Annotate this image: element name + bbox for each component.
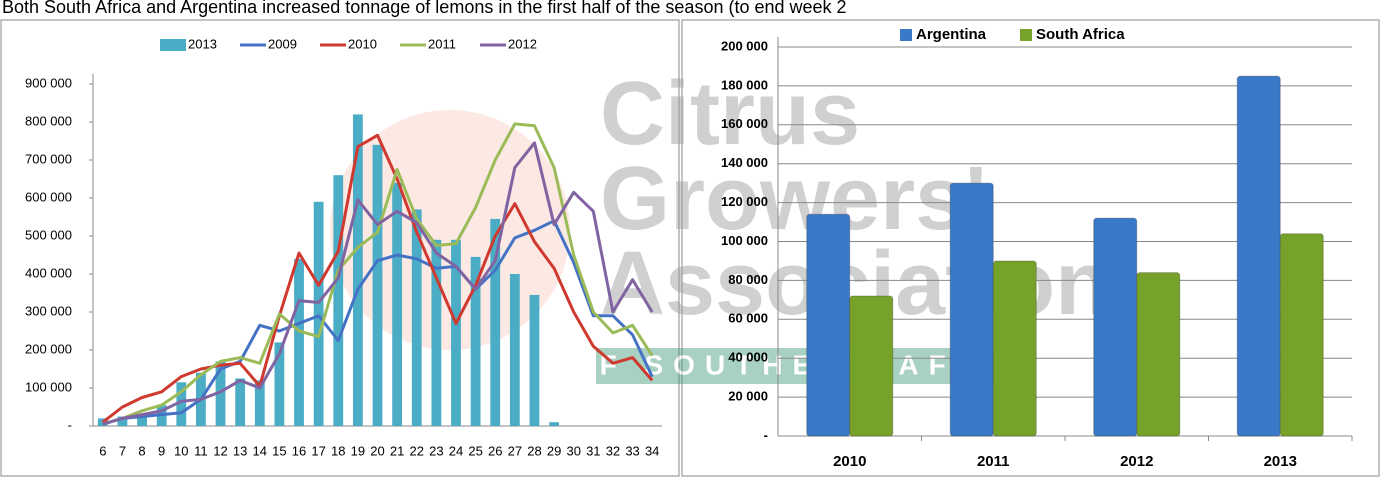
x-tick-label: 33 (625, 443, 639, 458)
legend-label: 2011 (428, 36, 456, 51)
y-tick-label: 700 000 (25, 151, 72, 166)
y-tick-label: 300 000 (25, 303, 72, 318)
x-tick-label: 28 (527, 443, 541, 458)
x-tick-label: 7 (119, 443, 126, 458)
y-tick-label: 200 000 (25, 341, 72, 356)
legend-swatch (1020, 29, 1032, 41)
x-tick-label: 32 (606, 443, 620, 458)
bar (1237, 76, 1280, 436)
x-tick-label: 10 (174, 443, 188, 458)
bar (294, 259, 304, 426)
y-tick-label: 20 000 (728, 389, 768, 404)
x-tick-label: 22 (410, 443, 424, 458)
y-tick-label: 180 000 (721, 77, 768, 92)
bar (314, 202, 324, 426)
x-tick-label: 25 (468, 443, 482, 458)
y-tick-label: 400 000 (25, 265, 72, 280)
y-tick-label: - (68, 417, 72, 432)
x-tick-label: 12 (213, 443, 227, 458)
x-tick-label: 24 (449, 443, 463, 458)
x-tick-label: 26 (488, 443, 502, 458)
x-tick-label: 18 (331, 443, 345, 458)
y-tick-label: 200 000 (721, 38, 768, 53)
x-tick-label: 2013 (1264, 453, 1297, 470)
legend-label: Argentina (916, 26, 987, 43)
bar (549, 422, 559, 426)
y-tick-label: 500 000 (25, 227, 72, 242)
y-tick-label: 900 000 (25, 75, 72, 90)
legend-label: 2009 (268, 36, 297, 51)
page: Citrus Growers' Association OF SOUTHERN … (0, 0, 1380, 477)
y-tick-label: - (764, 427, 768, 442)
x-tick-label: 8 (138, 443, 145, 458)
y-tick-label: 60 000 (728, 311, 768, 326)
x-tick-label: 23 (429, 443, 443, 458)
x-tick-label: 17 (311, 443, 325, 458)
bar (333, 175, 343, 426)
x-tick-label: 6 (99, 443, 106, 458)
bar (392, 183, 402, 426)
page-title: Both South Africa and Argentina increase… (2, 0, 847, 17)
x-tick-label: 9 (158, 443, 165, 458)
y-tick-label: 120 000 (721, 194, 768, 209)
x-tick-label: 14 (253, 443, 267, 458)
bar (373, 145, 383, 426)
bar (1280, 234, 1323, 436)
x-tick-label: 21 (390, 443, 404, 458)
bar (850, 296, 893, 436)
y-tick-label: 40 000 (728, 350, 768, 365)
y-tick-label: 140 000 (721, 155, 768, 170)
legend-swatch (900, 29, 912, 41)
x-tick-label: 2012 (1120, 453, 1153, 470)
y-tick-label: 100 000 (25, 379, 72, 394)
x-tick-label: 19 (351, 443, 365, 458)
x-tick-label: 15 (272, 443, 286, 458)
x-tick-label: 11 (194, 443, 208, 458)
legend-label: South Africa (1036, 26, 1125, 43)
x-tick-label: 20 (370, 443, 384, 458)
bar (1137, 273, 1180, 436)
legend-label: 2012 (508, 36, 537, 51)
bar (510, 274, 520, 426)
bar (993, 261, 1036, 436)
bar (235, 379, 245, 427)
x-tick-label: 30 (566, 443, 580, 458)
legend-label: 2010 (348, 36, 377, 51)
y-tick-label: 80 000 (728, 272, 768, 287)
y-tick-label: 100 000 (721, 233, 768, 248)
x-tick-label: 2011 (977, 453, 1010, 470)
legend-label: 2013 (188, 36, 217, 51)
x-tick-label: 13 (233, 443, 247, 458)
y-tick-label: 160 000 (721, 116, 768, 131)
x-tick-label: 29 (547, 443, 561, 458)
x-tick-label: 16 (292, 443, 306, 458)
bar (1094, 218, 1137, 436)
bar (807, 214, 850, 436)
x-tick-label: 27 (508, 443, 522, 458)
x-tick-label: 31 (586, 443, 600, 458)
bar (950, 183, 993, 436)
y-tick-label: 600 000 (25, 189, 72, 204)
y-tick-label: 800 000 (25, 113, 72, 128)
x-tick-label: 2010 (833, 453, 866, 470)
legend-swatch (160, 39, 186, 51)
x-tick-label: 34 (645, 443, 659, 458)
bar (530, 295, 540, 426)
